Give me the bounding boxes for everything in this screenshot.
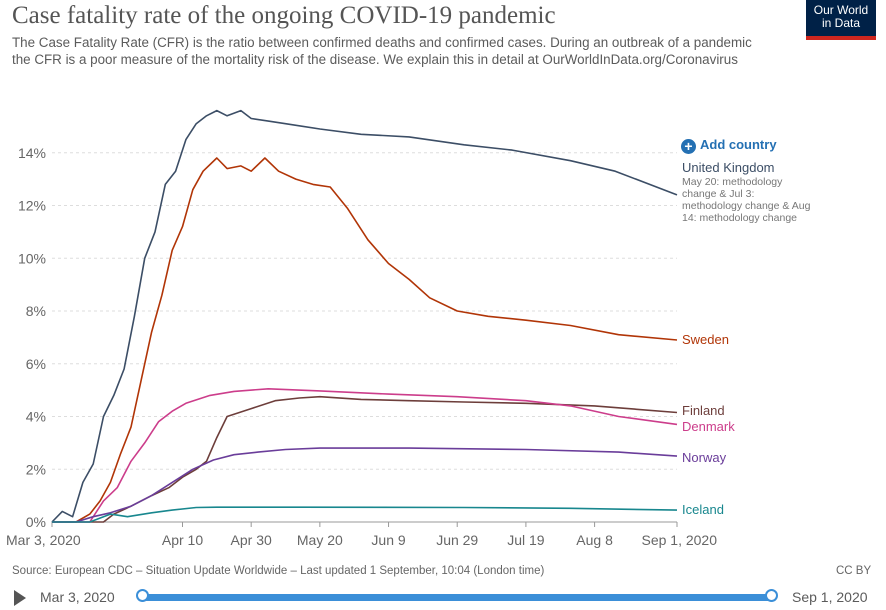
x-tick-label: Mar 3, 2020 bbox=[6, 532, 81, 548]
y-tick-label: 8% bbox=[26, 303, 46, 319]
y-tick-label: 14% bbox=[18, 145, 46, 161]
chart-subtitle: The Case Fatality Rate (CFR) is the rati… bbox=[12, 35, 752, 67]
timeline-track[interactable] bbox=[143, 594, 772, 601]
chart-title: Case fatality rate of the ongoing COVID-… bbox=[12, 2, 556, 29]
timeline-end-label: Sep 1, 2020 bbox=[792, 589, 868, 605]
series-label-norway[interactable]: Norway bbox=[682, 450, 727, 465]
series-label-iceland[interactable]: Iceland bbox=[682, 502, 724, 517]
series-note-line: methodology change & Aug bbox=[682, 200, 811, 212]
series-note-line: change & Jul 3: bbox=[682, 188, 754, 200]
series-line-norway[interactable] bbox=[52, 447, 678, 523]
series-line-finland[interactable] bbox=[52, 395, 678, 523]
series-line-sweden[interactable] bbox=[52, 157, 678, 523]
x-tick-label: Jun 29 bbox=[436, 532, 478, 548]
logo-line-2: in Data bbox=[821, 16, 861, 30]
x-tick-label: May 20 bbox=[297, 532, 343, 548]
timeline-end-handle[interactable] bbox=[765, 589, 778, 602]
series-line-denmark[interactable] bbox=[52, 388, 678, 523]
series-label-united-kingdom[interactable]: United Kingdom bbox=[682, 160, 775, 175]
plus-circle-icon: + bbox=[681, 139, 696, 154]
logo-line-1: Our World bbox=[813, 3, 869, 17]
y-tick-label: 0% bbox=[26, 514, 46, 530]
add-country-label: Add country bbox=[700, 137, 777, 152]
gridlines bbox=[52, 152, 677, 523]
timeline-start-handle[interactable] bbox=[136, 589, 149, 602]
series-note: May 20: methodology change & Jul 3: method… bbox=[682, 176, 811, 224]
owid-logo[interactable]: Our World in Data bbox=[806, 0, 876, 40]
x-tick-label: Aug 8 bbox=[576, 532, 613, 548]
x-tick-label: Jun 9 bbox=[371, 532, 405, 548]
add-country-button[interactable]: + Add country bbox=[681, 137, 777, 154]
x-tick-label: Apr 10 bbox=[162, 532, 203, 548]
series-label-finland[interactable]: Finland bbox=[682, 403, 725, 418]
series-line-united-kingdom[interactable] bbox=[51, 109, 678, 523]
y-tick-label: 4% bbox=[26, 409, 46, 425]
timeline-slider[interactable]: Mar 3, 2020 Sep 1, 2020 bbox=[0, 585, 886, 610]
series-note-line: May 20: methodology bbox=[682, 176, 783, 188]
series-line-iceland[interactable] bbox=[52, 506, 678, 523]
line-chart: 0% 2% 4% 6% 8% 10% 12% 14% Mar 3, 2020 Apr 10 Apr … bbox=[6, 109, 811, 548]
x-tick-label: Jul 19 bbox=[507, 532, 545, 548]
timeline-start-label: Mar 3, 2020 bbox=[40, 589, 115, 605]
series-note-line: 14: methodology change bbox=[682, 212, 797, 224]
y-tick-label: 10% bbox=[18, 250, 46, 266]
series-lines bbox=[51, 109, 678, 523]
series-label-sweden[interactable]: Sweden bbox=[682, 332, 729, 347]
series-label-denmark[interactable]: Denmark bbox=[682, 419, 735, 434]
x-tick-label: Sep 1, 2020 bbox=[641, 532, 717, 548]
y-tick-label: 2% bbox=[26, 461, 46, 477]
license-link[interactable]: CC BY bbox=[836, 565, 872, 577]
y-tick-label: 12% bbox=[18, 198, 46, 214]
play-icon[interactable] bbox=[14, 590, 26, 606]
source-note: Source: European CDC – Situation Update … bbox=[12, 565, 545, 577]
y-tick-label: 6% bbox=[26, 356, 46, 372]
x-tick-label: Apr 30 bbox=[231, 532, 272, 548]
axes: 0% 2% 4% 6% 8% 10% 12% 14% Mar 3, 2020 Apr 10 Apr … bbox=[6, 145, 717, 548]
